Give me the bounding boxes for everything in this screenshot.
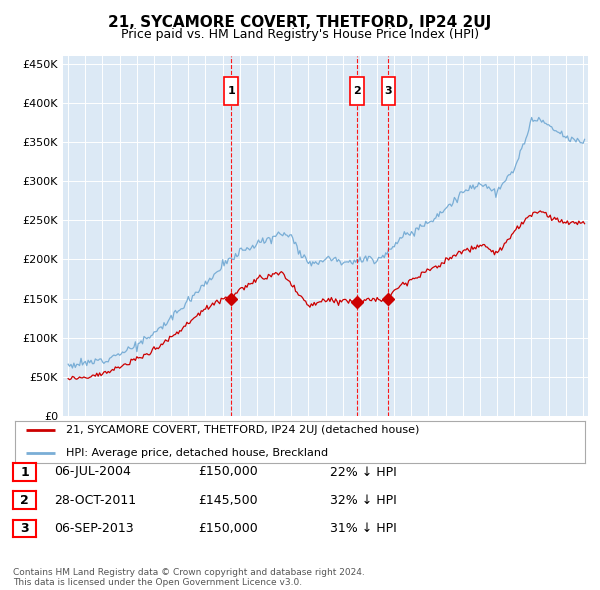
Text: 3: 3 [20, 522, 29, 535]
Text: 21, SYCAMORE COVERT, THETFORD, IP24 2UJ: 21, SYCAMORE COVERT, THETFORD, IP24 2UJ [109, 15, 491, 30]
FancyBboxPatch shape [382, 77, 395, 106]
Text: Price paid vs. HM Land Registry's House Price Index (HPI): Price paid vs. HM Land Registry's House … [121, 28, 479, 41]
Text: 22% ↓ HPI: 22% ↓ HPI [330, 466, 397, 478]
Text: 28-OCT-2011: 28-OCT-2011 [54, 494, 136, 507]
Text: 1: 1 [227, 86, 235, 96]
Text: 21, SYCAMORE COVERT, THETFORD, IP24 2UJ (detached house): 21, SYCAMORE COVERT, THETFORD, IP24 2UJ … [66, 425, 419, 435]
Text: 2: 2 [353, 86, 361, 96]
FancyBboxPatch shape [224, 77, 238, 106]
Text: 06-SEP-2013: 06-SEP-2013 [54, 522, 134, 535]
Text: 2: 2 [20, 494, 29, 507]
Text: 31% ↓ HPI: 31% ↓ HPI [330, 522, 397, 535]
Text: Contains HM Land Registry data © Crown copyright and database right 2024.
This d: Contains HM Land Registry data © Crown c… [13, 568, 365, 587]
Text: £150,000: £150,000 [198, 466, 258, 478]
Text: £145,500: £145,500 [198, 494, 257, 507]
Text: 3: 3 [385, 86, 392, 96]
Text: £150,000: £150,000 [198, 522, 258, 535]
Text: HPI: Average price, detached house, Breckland: HPI: Average price, detached house, Brec… [66, 448, 328, 457]
Text: 32% ↓ HPI: 32% ↓ HPI [330, 494, 397, 507]
Text: 06-JUL-2004: 06-JUL-2004 [54, 466, 131, 478]
FancyBboxPatch shape [350, 77, 364, 106]
Text: 1: 1 [20, 466, 29, 478]
